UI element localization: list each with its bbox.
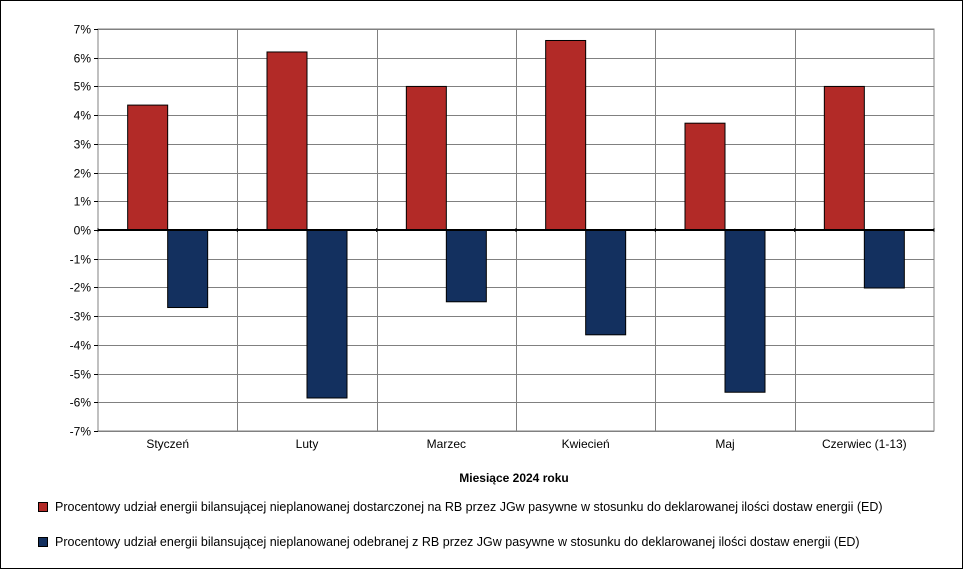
- y-tick-label: -6%: [70, 396, 92, 410]
- y-tick-label: 3%: [74, 138, 92, 152]
- y-tick-label: 6%: [74, 52, 92, 66]
- bar: [445, 229, 487, 303]
- bar: [167, 229, 209, 309]
- x-tick-label: Czerwiec (1-13): [822, 437, 907, 451]
- y-tick-labels: -7% -6% -5% -4% -3% -2% -1% 0% 1% 2% 3% 4% 5% 6% 7%: [70, 23, 92, 439]
- y-tick-label: 5%: [74, 80, 92, 94]
- bar: [823, 85, 865, 231]
- legend-label-received: Procentowy udział energii bilansującej n…: [55, 535, 860, 549]
- y-tick-label: 1%: [74, 195, 92, 209]
- legend-item-delivered: Procentowy udział energii bilansującej n…: [38, 500, 883, 514]
- x-tick-label: Marzec: [427, 437, 466, 451]
- x-tick-label: Luty: [296, 437, 319, 451]
- legend-item-received: Procentowy udział energii bilansującej n…: [38, 535, 860, 549]
- x-tick-label: Styczeń: [146, 437, 189, 451]
- y-tick-label: 4%: [74, 109, 92, 123]
- legend-swatch-received: [38, 537, 48, 547]
- bar: [724, 229, 766, 393]
- y-tick-label: -5%: [70, 368, 92, 382]
- bar: [863, 229, 905, 289]
- bar: [127, 104, 169, 231]
- x-tick-labels: Styczeń Luty Marzec Kwiecień Maj Czerwiec (1-…: [146, 437, 906, 451]
- y-tick-label: -4%: [70, 339, 92, 353]
- x-tick-label: Kwiecień: [562, 437, 610, 451]
- bar: [266, 51, 308, 231]
- legend-label-delivered: Procentowy udział energii bilansującej n…: [55, 500, 883, 514]
- y-tick-label: 2%: [74, 167, 92, 181]
- bar: [684, 122, 726, 231]
- x-axis-label: Miesiące 2024 roku: [459, 471, 568, 485]
- x-tick-label: Maj: [715, 437, 734, 451]
- bar: [545, 39, 587, 231]
- y-tick-label: 7%: [74, 23, 92, 37]
- y-tick-label: -1%: [70, 253, 92, 267]
- bars: [127, 39, 905, 399]
- bar: [585, 229, 627, 336]
- axes: [94, 29, 935, 432]
- bar: [405, 85, 447, 231]
- bar: [306, 229, 348, 399]
- y-tick-label: -2%: [70, 281, 92, 295]
- y-tick-label: 0%: [74, 224, 92, 238]
- legend-swatch-delivered: [38, 502, 48, 512]
- y-tick-label: -3%: [70, 310, 92, 324]
- y-tick-label: -7%: [70, 425, 92, 439]
